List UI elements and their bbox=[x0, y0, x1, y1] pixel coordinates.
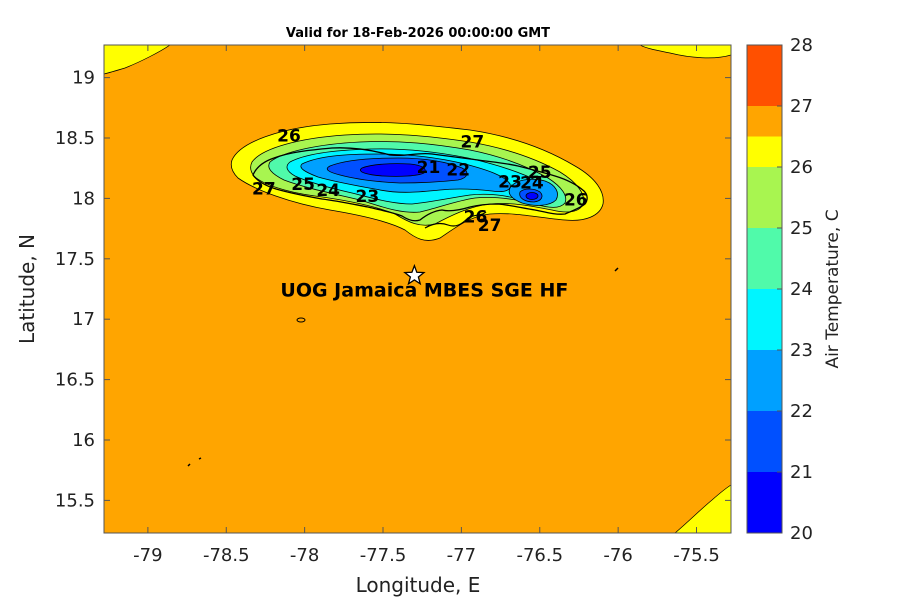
station-label: UOG Jamaica MBES SGE HF bbox=[280, 280, 568, 302]
jamaica-coastline bbox=[252, 147, 588, 222]
contour-label: 27 bbox=[252, 180, 276, 200]
contour-fill-20 bbox=[360, 163, 426, 177]
contour-label: 25 bbox=[528, 163, 552, 183]
islet-pedro-bank bbox=[296, 317, 306, 323]
x-axis-label: Longitude, E bbox=[356, 573, 481, 597]
jamaica-south-coast-detail bbox=[424, 211, 487, 229]
y-tick-label: 19 bbox=[72, 68, 95, 89]
y-tick-label: 17 bbox=[72, 309, 95, 330]
contour-label: 27 bbox=[461, 133, 485, 153]
colorbar-segment bbox=[747, 411, 782, 472]
y-tick-label: 17.5 bbox=[55, 249, 95, 270]
x-axis-ticks: -79 -78.5 -78 -77.5 -77 -76.5 -76 -75.5 bbox=[133, 45, 720, 566]
y-tick-label: 16 bbox=[72, 430, 95, 451]
colorbar-tick-label: 25 bbox=[790, 218, 813, 239]
contour-fill-yellow-ne bbox=[639, 45, 731, 59]
contour-label: 24 bbox=[520, 174, 544, 194]
colorbar-tick-label: 23 bbox=[790, 340, 813, 361]
y-tick-label: 18.5 bbox=[55, 128, 95, 149]
star-icon bbox=[403, 263, 426, 286]
colorbar-tick-label: 26 bbox=[790, 157, 813, 178]
colorbar-segment bbox=[747, 289, 782, 350]
contour-label: 24 bbox=[316, 181, 340, 201]
y-tick-label: 16.5 bbox=[55, 370, 95, 391]
x-tick-label: -77 bbox=[447, 545, 476, 566]
colorbar-segment bbox=[747, 106, 782, 137]
y-tick-label: 18 bbox=[72, 188, 95, 209]
contour-label: 26 bbox=[564, 191, 588, 211]
x-tick-label: -76.5 bbox=[516, 545, 563, 566]
y-tick-label: 15.5 bbox=[55, 490, 95, 511]
colorbar-segment bbox=[747, 228, 782, 289]
y-axis-ticks: 15.5 16 16.5 17 17.5 18 18.5 19 bbox=[55, 68, 731, 511]
contour-label: 27 bbox=[478, 216, 502, 236]
colorbar-tick-label: 27 bbox=[790, 96, 813, 117]
x-tick-label: -78.5 bbox=[203, 545, 250, 566]
colorbar-segment bbox=[747, 167, 782, 228]
colorbar-segment bbox=[747, 136, 782, 167]
contour-fill-yellow-se bbox=[674, 484, 731, 533]
colorbar-tick-label: 24 bbox=[790, 279, 813, 300]
contour-label: 26 bbox=[464, 208, 488, 228]
contour-fill-20-east bbox=[525, 192, 539, 200]
colorbar-segment bbox=[747, 350, 782, 411]
colorbar-tick-label: 28 bbox=[790, 35, 813, 56]
islet-sw-2 bbox=[198, 457, 202, 460]
contour-label: 21 bbox=[417, 158, 441, 178]
colorbar: 20 21 22 23 24 25 26 27 28 bbox=[746, 35, 813, 544]
contour-label: 25 bbox=[291, 175, 315, 195]
islet-east bbox=[614, 267, 619, 272]
colorbar-tick-label: 22 bbox=[790, 401, 813, 422]
colorbar-tick-label: 21 bbox=[790, 462, 813, 483]
colorbar-label: Air Temperature, C bbox=[823, 209, 843, 368]
x-tick-label: -78 bbox=[290, 545, 319, 566]
x-tick-label: -75.5 bbox=[673, 545, 720, 566]
colorbar-segment bbox=[747, 472, 782, 533]
x-tick-label: -79 bbox=[133, 545, 162, 566]
colorbar-tick-label: 20 bbox=[790, 523, 813, 544]
colorbar-segment bbox=[747, 45, 782, 106]
x-tick-label: -77.5 bbox=[360, 545, 407, 566]
contour-label: 23 bbox=[498, 172, 522, 192]
islet-sw-1 bbox=[187, 463, 191, 467]
contour-label: 22 bbox=[446, 160, 470, 180]
x-tick-label: -76 bbox=[603, 545, 632, 566]
y-axis-label: Latitude, N bbox=[15, 234, 39, 344]
contour-fill-yellow-nw bbox=[104, 45, 171, 75]
map-title: Valid for 18-Feb-2026 00:00:00 GMT bbox=[286, 26, 550, 41]
contour-label: 26 bbox=[277, 127, 301, 147]
plot-frame bbox=[103, 44, 732, 534]
contour-label: 23 bbox=[356, 187, 380, 207]
